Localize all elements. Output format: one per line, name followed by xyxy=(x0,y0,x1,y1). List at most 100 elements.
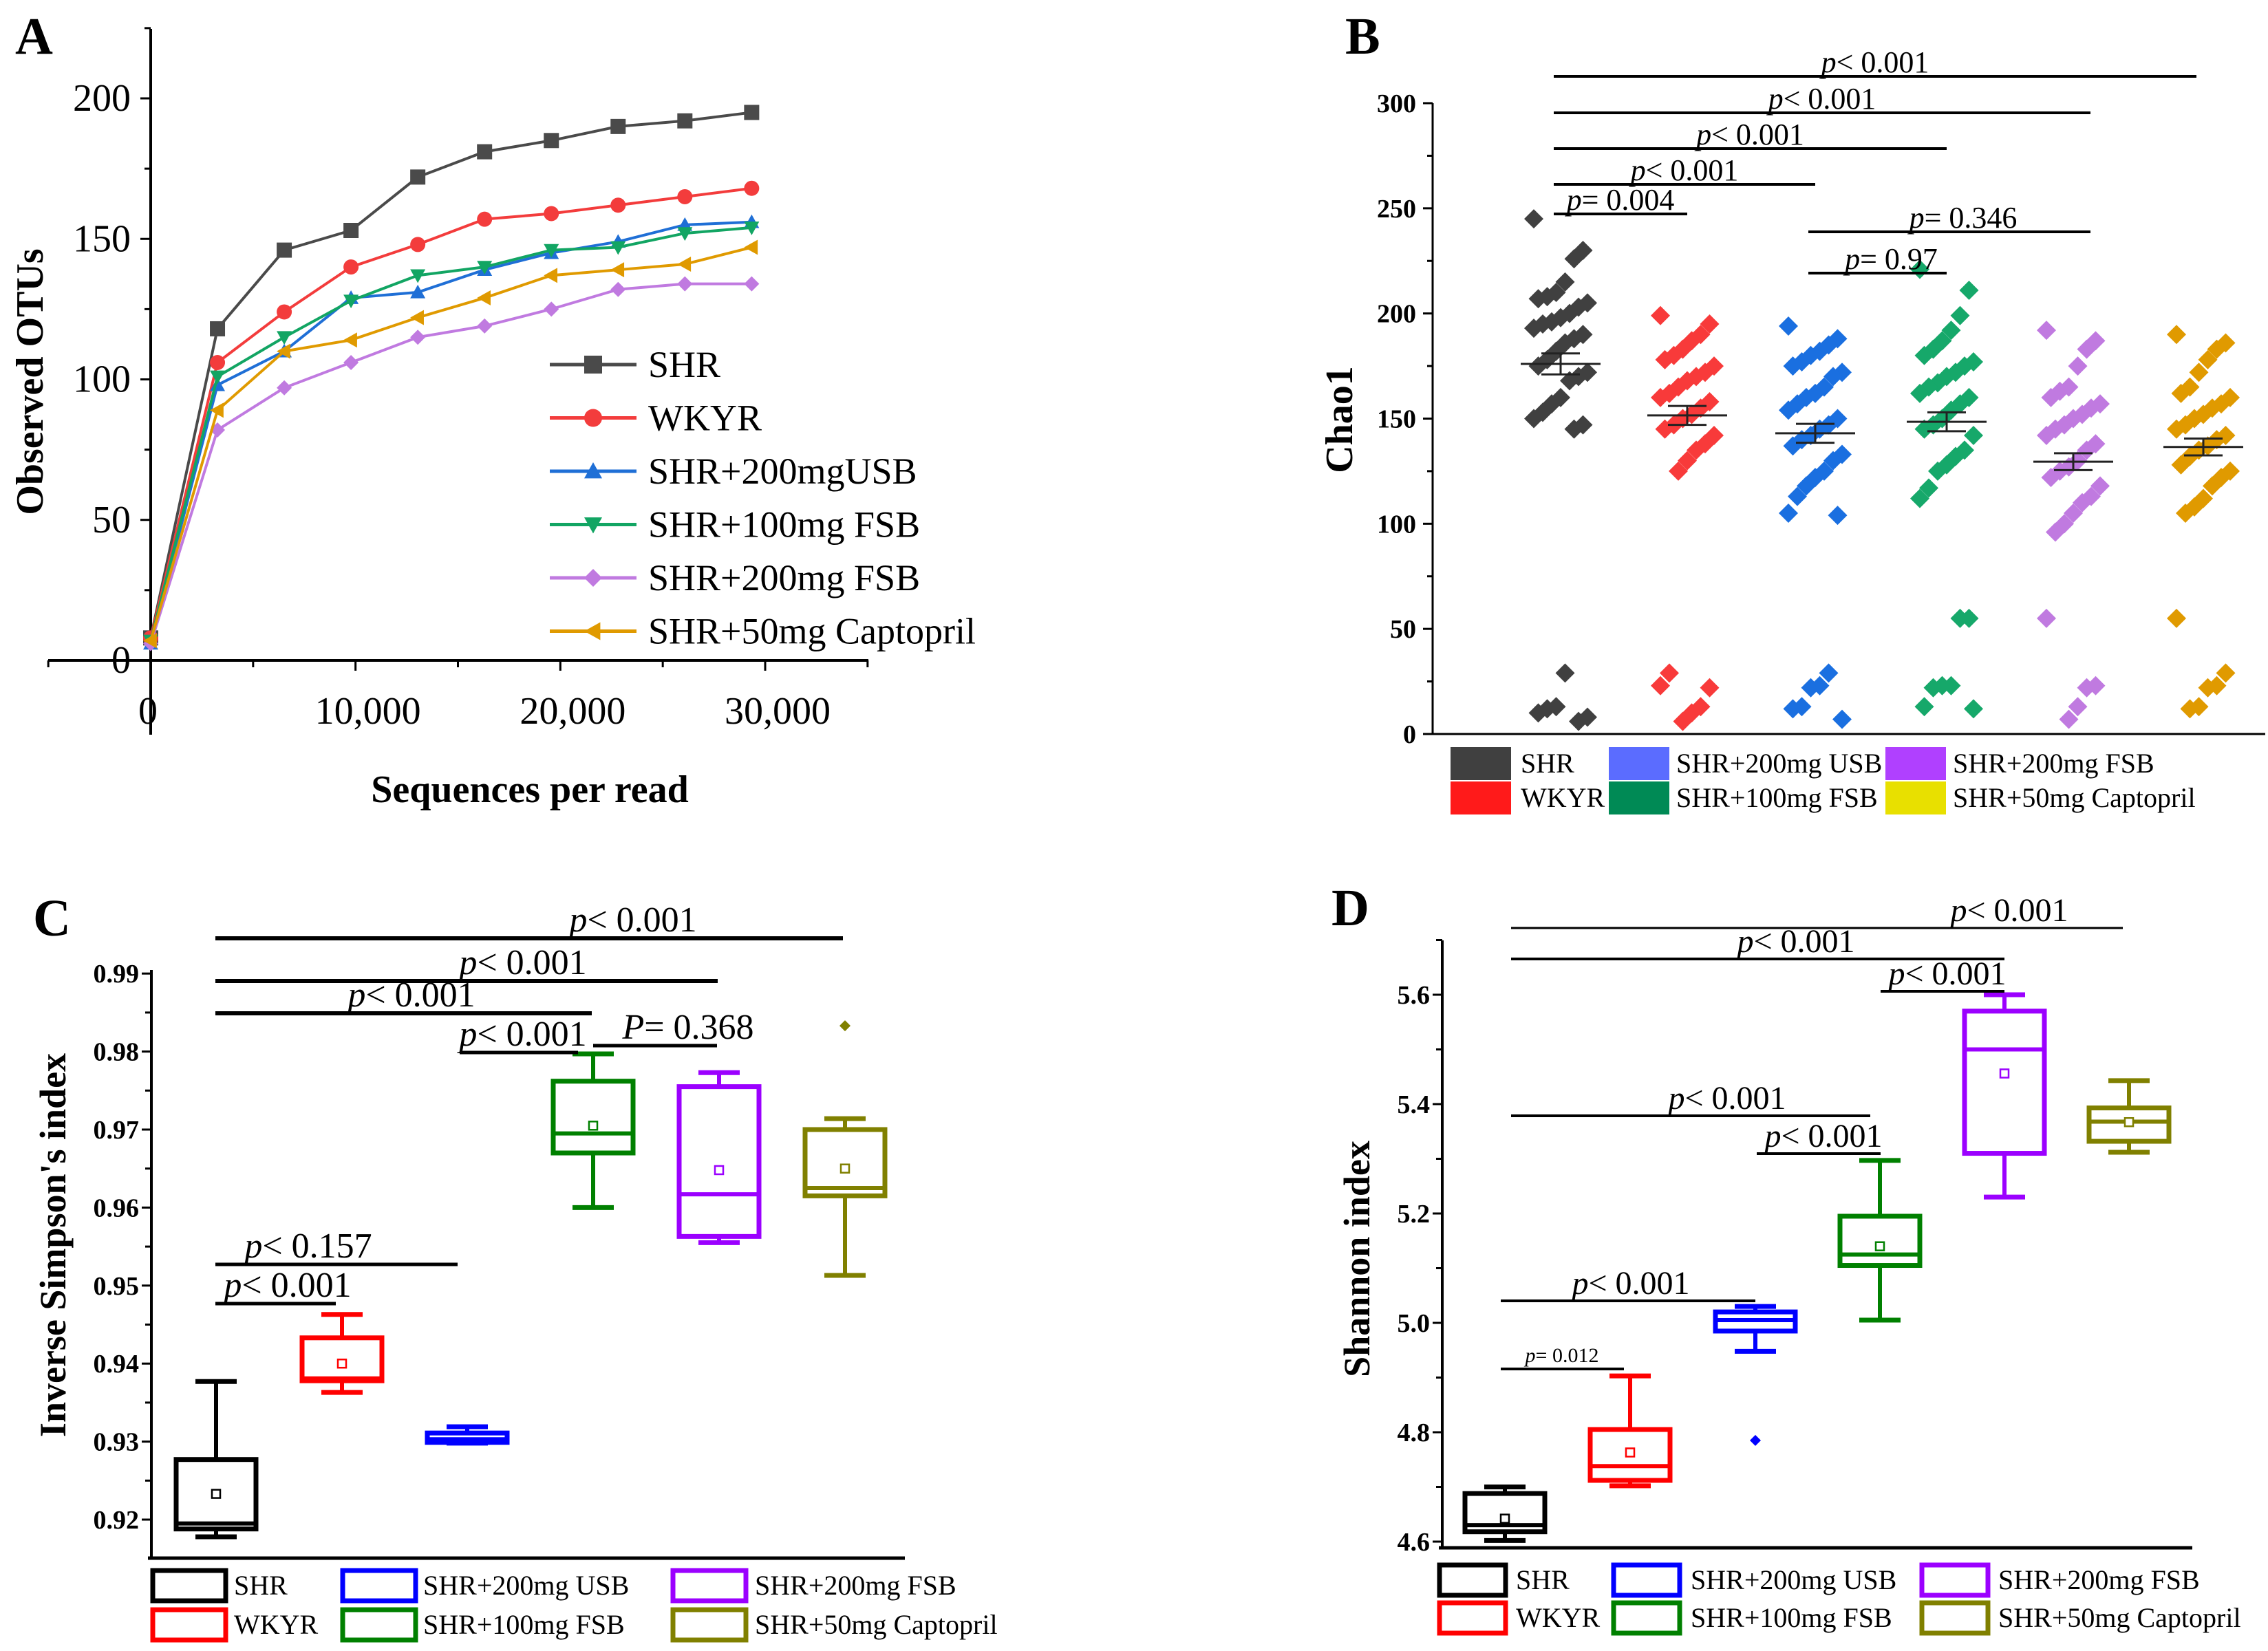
legend-label: SHR+200mg USB xyxy=(423,1570,629,1601)
p-value: = 0.97 xyxy=(1860,242,1938,276)
data-point xyxy=(477,318,493,334)
data-point xyxy=(544,244,559,258)
p-symbol: p xyxy=(456,943,477,982)
significance-label: p< 0.001 xyxy=(566,900,696,940)
p-symbol: p xyxy=(1907,201,1925,235)
mean-marker xyxy=(211,1489,222,1499)
data-point xyxy=(544,206,559,222)
legend-label: SHR xyxy=(1516,1564,1570,1595)
box-0 xyxy=(1462,1485,1548,1543)
data-point xyxy=(677,113,693,129)
significance-label: p< 0.001 xyxy=(1694,118,1804,151)
data-point xyxy=(2077,339,2097,359)
x-tick-label: 10,000 xyxy=(315,690,421,733)
data-point xyxy=(2198,349,2218,369)
data-point xyxy=(1569,711,1588,731)
p-value: < 0.001 xyxy=(477,943,586,982)
y-tick-label: 0.92 xyxy=(94,1506,140,1535)
x-tick-label: 30,000 xyxy=(725,690,831,733)
y-tick-label: 0.93 xyxy=(94,1428,140,1457)
p-symbol: p xyxy=(1819,45,1837,79)
mean-marker xyxy=(2123,1116,2135,1127)
legend-marker xyxy=(584,517,602,534)
mean-marker xyxy=(1999,1068,2010,1079)
mean-marker xyxy=(1499,1513,1510,1524)
box-1 xyxy=(1587,1373,1673,1489)
data-point xyxy=(2167,608,2186,628)
iqr-box xyxy=(299,1335,385,1383)
panel-label-a: A xyxy=(15,8,53,65)
legend-swatch xyxy=(1437,1600,1508,1636)
data-point xyxy=(2167,325,2186,345)
legend-label: SHR+50mg Captopril xyxy=(1953,782,2196,813)
legend-swatch xyxy=(340,1607,418,1643)
y-tick-label: 300 xyxy=(1377,89,1416,118)
data-point xyxy=(1910,383,1929,403)
data-point xyxy=(2064,504,2083,524)
series-line xyxy=(149,220,752,644)
data-point xyxy=(1651,387,1670,407)
data-point xyxy=(1528,703,1548,723)
data-point xyxy=(410,310,424,325)
data-point xyxy=(744,222,760,235)
p-symbol: p xyxy=(1629,153,1646,187)
p-value: < 0.157 xyxy=(262,1227,372,1266)
data-point xyxy=(210,354,226,370)
legend-label: SHR+200mgUSB xyxy=(648,451,917,492)
data-point xyxy=(1528,356,1548,376)
data-point xyxy=(2077,678,2097,698)
y-tick-label: 100 xyxy=(73,358,131,401)
panel-a-rarefaction-chart: 0 50 100 150 200 0 10,000 20,000 30,000 Sequences… xyxy=(9,27,976,811)
significance-label: p< 0.001 xyxy=(1762,1118,1882,1154)
iqr-box xyxy=(1462,1491,1548,1535)
data-point xyxy=(2203,476,2222,496)
legend-label: SHR+50mg Captopril xyxy=(648,611,976,652)
data-point xyxy=(677,227,693,241)
iqr-box xyxy=(802,1127,888,1198)
group-4-points xyxy=(2037,321,2110,729)
data-point xyxy=(410,237,426,252)
significance-label: p< 0.001 xyxy=(1666,1080,1786,1116)
data-point xyxy=(1524,319,1543,338)
data-point xyxy=(2171,383,2191,403)
data-point xyxy=(1914,345,1934,365)
y-tick-label: 200 xyxy=(1377,300,1416,329)
data-point xyxy=(343,354,359,370)
data-point xyxy=(744,276,760,292)
legend-swatch xyxy=(1609,747,1669,780)
series-line xyxy=(149,186,752,638)
legend-label: SHR xyxy=(1521,748,1574,779)
data-point xyxy=(744,105,760,120)
data-point xyxy=(2046,522,2065,542)
box-2 xyxy=(1713,1304,1798,1446)
p-symbol: p xyxy=(1843,242,1860,276)
significance-label: p< 0.001 xyxy=(456,1015,586,1054)
p-value: = 0.368 xyxy=(644,1008,753,1047)
p-symbol: p xyxy=(242,1227,262,1266)
data-point xyxy=(1797,476,1816,496)
y-tick-label: 0.94 xyxy=(94,1350,140,1379)
mean-marker xyxy=(588,1121,599,1131)
p-symbol: p xyxy=(1565,183,1582,217)
data-point xyxy=(210,370,226,385)
legend-label: SHR+200mg FSB xyxy=(648,557,920,598)
y-tick-label: 0 xyxy=(111,639,131,682)
iqr-box xyxy=(550,1079,636,1156)
x-tick-label: 0 xyxy=(138,690,158,733)
data-point xyxy=(1928,461,1947,481)
data-point xyxy=(1555,333,1575,353)
data-point xyxy=(2037,425,2056,445)
box-5 xyxy=(802,1020,888,1278)
data-point xyxy=(477,144,493,160)
legend-swatch xyxy=(1885,781,1946,814)
significance-label: p< 0.001 xyxy=(1629,153,1739,187)
data-point xyxy=(343,259,359,275)
legend-swatch xyxy=(1919,1600,1991,1636)
y-tick-label: 0.98 xyxy=(94,1038,140,1067)
y-tick-label: 0.96 xyxy=(94,1194,140,1222)
p-symbol: p xyxy=(566,900,587,940)
data-point xyxy=(1950,305,1970,325)
panel-label-c: C xyxy=(33,889,71,947)
